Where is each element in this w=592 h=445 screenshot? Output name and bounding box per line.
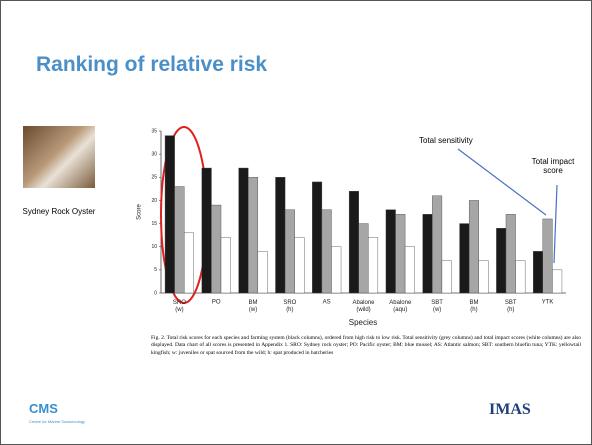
bar xyxy=(164,135,175,294)
bar xyxy=(275,177,286,294)
logo-right: IMAS xyxy=(489,401,531,418)
bar xyxy=(348,190,359,294)
y-axis-label: Score xyxy=(137,204,143,220)
image-caption: Sydney Rock Oyster xyxy=(22,207,96,216)
x-tick-label: SBT (w) xyxy=(431,300,443,313)
bar xyxy=(395,214,406,294)
bar xyxy=(441,260,452,294)
x-tick-label: Abalone (aqu) xyxy=(389,300,412,313)
bar xyxy=(321,209,332,294)
bar xyxy=(220,237,231,294)
y-tick-label: 15 xyxy=(151,221,157,227)
oyster-photo xyxy=(23,126,95,188)
bar xyxy=(284,209,295,294)
y-tick-label: 25 xyxy=(151,175,157,181)
bar xyxy=(248,177,259,294)
x-tick-label: SRO (w) xyxy=(173,300,186,313)
chart: Score Species 0 5 10 15 20 25 30 35 SRO (w) PO BM (w… xyxy=(137,126,566,327)
y-tick-label: 0 xyxy=(154,290,157,296)
logo-left: CMS xyxy=(29,401,58,416)
y-tick-label: 5 xyxy=(154,267,157,273)
bar xyxy=(515,260,526,294)
y-tick-label: 30 xyxy=(151,151,157,157)
x-tick-label: YTK xyxy=(542,300,554,306)
bar xyxy=(174,186,185,294)
slide-title: Ranking of relative risk xyxy=(36,53,268,76)
x-tick-label: SBT (h) xyxy=(505,300,517,313)
bar xyxy=(552,269,563,294)
bar xyxy=(331,246,342,294)
bar xyxy=(183,232,194,294)
arrow xyxy=(457,148,547,216)
bar xyxy=(496,227,507,294)
x-axis-label: Species xyxy=(349,318,377,327)
annotation: Total impact score xyxy=(531,157,575,175)
bar xyxy=(312,181,323,294)
annotation: Total sensitivity xyxy=(419,136,473,145)
logo-left-sub: Centre for Marine Socioecology xyxy=(29,419,86,424)
bar xyxy=(422,214,433,294)
bar xyxy=(459,223,470,294)
x-tick-label: Abalone (wild) xyxy=(352,300,375,313)
bar xyxy=(404,246,415,294)
bar xyxy=(505,214,516,294)
x-tick-label: BM (w) xyxy=(249,300,258,313)
bar xyxy=(542,218,553,294)
bar xyxy=(385,209,396,294)
x-tick-label: SRO (h) xyxy=(283,300,296,313)
arrow xyxy=(553,184,558,264)
bar xyxy=(238,167,249,294)
bar xyxy=(432,195,443,294)
figure-caption: Fig. 2. Total risk scores for each speci… xyxy=(151,335,581,356)
bar xyxy=(368,237,379,294)
bar xyxy=(478,260,489,294)
x-tick-label: PO xyxy=(212,300,221,306)
y-tick-label: 10 xyxy=(151,244,157,250)
bar xyxy=(468,200,479,294)
y-tick-label: 20 xyxy=(151,198,157,204)
x-tick-label: AS xyxy=(323,300,331,306)
y-tick-label: 35 xyxy=(151,128,157,134)
x-tick-label: BM (h) xyxy=(469,300,478,313)
bar xyxy=(533,251,544,294)
bar xyxy=(358,223,369,294)
bar xyxy=(201,167,212,294)
bar xyxy=(257,251,268,294)
bar xyxy=(294,237,305,294)
bar xyxy=(211,204,222,294)
